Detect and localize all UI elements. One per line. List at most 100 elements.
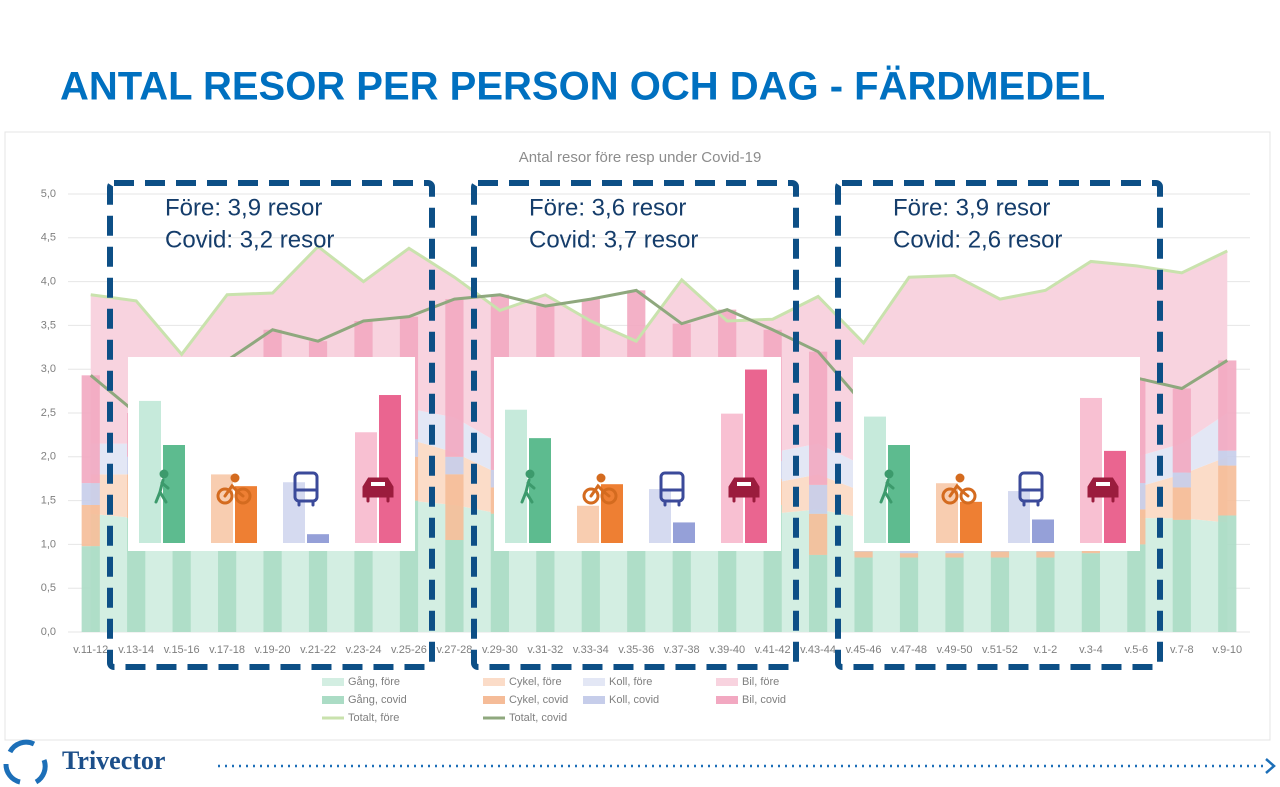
bar bbox=[945, 557, 964, 632]
bar bbox=[81, 483, 100, 505]
annotation-box bbox=[107, 180, 435, 670]
inset-bar bbox=[163, 445, 185, 543]
legend-swatch bbox=[483, 696, 505, 704]
legend-swatch bbox=[583, 678, 605, 686]
x-tick-label: v.41-42 bbox=[755, 644, 791, 656]
legend-label: Cykel, före bbox=[509, 676, 562, 688]
y-tick-label: 4,0 bbox=[41, 276, 56, 288]
footer-arrow bbox=[1265, 758, 1276, 774]
x-tick-label: v.51-52 bbox=[982, 644, 1018, 656]
icon bbox=[1018, 471, 1044, 507]
icon-part bbox=[234, 487, 252, 505]
icon-part bbox=[1087, 477, 1119, 498]
bar bbox=[81, 546, 100, 632]
x-tick-label: v.15-16 bbox=[164, 644, 200, 656]
icon-part bbox=[884, 469, 894, 479]
icon-part bbox=[959, 487, 977, 505]
legend-label: Bil, före bbox=[742, 676, 779, 688]
annotation-box bbox=[471, 180, 799, 670]
inset-bar bbox=[601, 484, 623, 543]
x-tick-label: v.35-36 bbox=[618, 644, 654, 656]
bar bbox=[990, 557, 1010, 632]
icon-part bbox=[223, 483, 245, 498]
icon-part bbox=[366, 495, 390, 503]
bar bbox=[1218, 450, 1237, 466]
bar bbox=[809, 484, 828, 514]
bar bbox=[81, 375, 100, 484]
bar bbox=[1127, 544, 1146, 632]
icon bbox=[293, 471, 319, 507]
icon-part bbox=[154, 478, 170, 504]
inset-bar bbox=[1032, 519, 1054, 543]
line bbox=[90, 244, 1228, 357]
bar bbox=[809, 351, 828, 485]
annotation: Covid: 2,6 resor bbox=[893, 226, 1062, 253]
bar bbox=[172, 526, 191, 632]
icon-part bbox=[297, 499, 315, 507]
icon-part bbox=[663, 499, 681, 507]
x-tick-label: v.25-26 bbox=[391, 644, 427, 656]
legend-swatch bbox=[322, 696, 344, 704]
bar bbox=[809, 513, 828, 555]
x-tick-label: v.31-32 bbox=[527, 644, 563, 656]
icon-part bbox=[600, 487, 618, 505]
x-tick-label: v.37-38 bbox=[664, 644, 700, 656]
legend-label: Cykel, covid bbox=[509, 694, 568, 706]
bar bbox=[945, 553, 964, 558]
annotation: Före: 3,9 resor bbox=[165, 194, 322, 221]
bar bbox=[809, 554, 828, 632]
icon-part bbox=[596, 473, 606, 483]
legend-label: Gång, före bbox=[348, 676, 400, 688]
icon-part bbox=[728, 477, 760, 498]
legend-swatch bbox=[483, 678, 505, 686]
icon-part bbox=[1022, 499, 1040, 507]
x-tick-label: v.23-24 bbox=[346, 644, 382, 656]
inset-bar bbox=[721, 413, 743, 543]
legend-swatch bbox=[583, 696, 605, 704]
y-tick-label: 0,0 bbox=[41, 626, 56, 638]
icon bbox=[216, 473, 252, 505]
bar bbox=[1218, 515, 1237, 632]
legend-label: Gång, covid bbox=[348, 694, 407, 706]
inset-bar bbox=[745, 369, 767, 543]
inset-bar bbox=[888, 445, 910, 543]
y-tick-label: 2,5 bbox=[41, 407, 56, 419]
x-tick-label: v.1-2 bbox=[1034, 644, 1058, 656]
icon-part bbox=[589, 483, 611, 498]
icon bbox=[879, 469, 895, 504]
icon bbox=[154, 469, 170, 504]
bar bbox=[81, 504, 100, 547]
annotation: Covid: 3,2 resor bbox=[165, 226, 334, 253]
icon-part bbox=[159, 469, 169, 479]
inset-bar bbox=[577, 505, 599, 543]
bar bbox=[445, 299, 464, 457]
inset-bar bbox=[529, 438, 551, 543]
bar bbox=[1172, 487, 1191, 520]
bar bbox=[1218, 360, 1237, 451]
x-tick-label: v.17-18 bbox=[209, 644, 245, 656]
icon-part bbox=[520, 478, 536, 504]
icon-part bbox=[1096, 482, 1110, 486]
icon-part bbox=[659, 471, 685, 503]
bar bbox=[1036, 551, 1055, 558]
legend-label: Koll, covid bbox=[609, 694, 659, 706]
inset-bar bbox=[307, 534, 329, 543]
x-tick-label: v.29-30 bbox=[482, 644, 518, 656]
x-tick-label: v.39-40 bbox=[709, 644, 745, 656]
icon-part bbox=[582, 487, 600, 505]
bar bbox=[1218, 465, 1237, 516]
bar bbox=[899, 557, 919, 632]
x-tick-label: v.47-48 bbox=[891, 644, 927, 656]
x-tick-label: v.9-10 bbox=[1212, 644, 1242, 656]
x-tick-label: v.27-28 bbox=[436, 644, 472, 656]
y-tick-label: 5,0 bbox=[41, 188, 56, 200]
inset-bar bbox=[379, 395, 401, 543]
y-tick-label: 1,0 bbox=[41, 538, 56, 550]
legend-label: Koll, före bbox=[609, 676, 652, 688]
legend-swatch bbox=[716, 678, 738, 686]
legend-label: Totalt, före bbox=[348, 712, 399, 724]
inset-bar bbox=[1080, 397, 1102, 543]
x-tick-label: v.19-20 bbox=[255, 644, 291, 656]
icon-part bbox=[293, 471, 319, 503]
